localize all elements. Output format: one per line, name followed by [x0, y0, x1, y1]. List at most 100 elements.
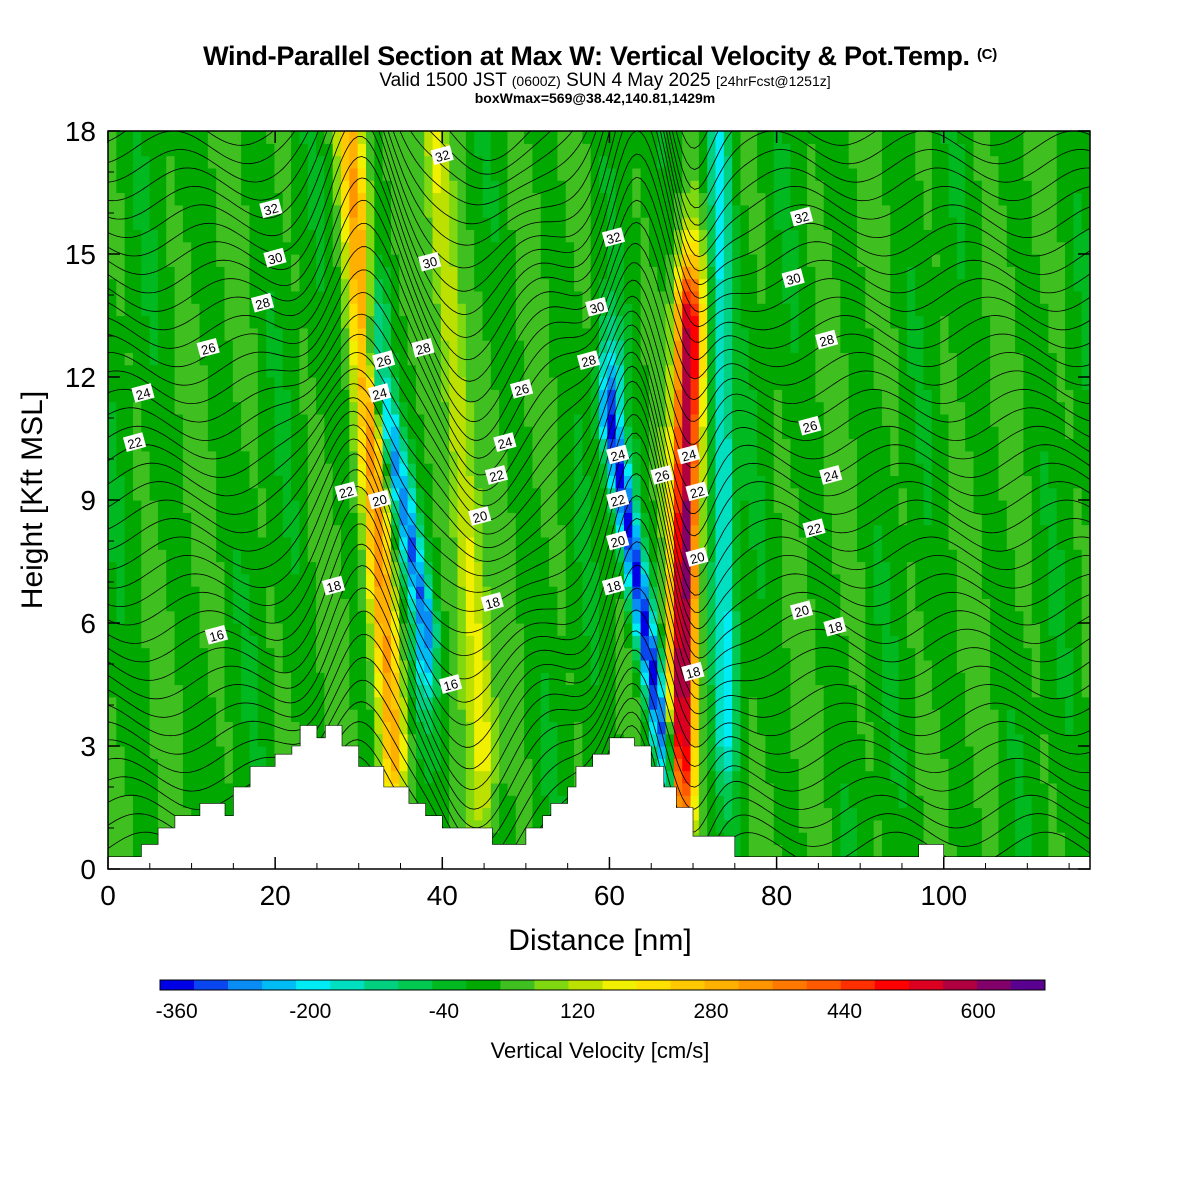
contour-label: 18: [823, 616, 847, 637]
contour-label-text: 18: [484, 594, 502, 612]
colorbar-tick-label: -40: [429, 1000, 459, 1023]
contour-label: 24: [367, 383, 392, 403]
contour-label: 18: [601, 575, 626, 596]
contour-label: 20: [606, 530, 630, 551]
contour-label-text: 24: [496, 434, 514, 452]
y-tick-label: 3: [80, 731, 96, 762]
theta-contour-line: [108, 587, 1090, 790]
colorbar-swatch: [840, 980, 876, 990]
colorbar-swatch: [908, 980, 944, 990]
contour-label-text: 20: [609, 532, 627, 550]
contour-labels: 32 32 30 28 26 24 22 30 28 26 24 22 20 18 16 26 24 22 20 18…: [122, 145, 847, 694]
theta-contour-line: [108, 131, 1090, 226]
contour-label-text: 18: [684, 664, 702, 682]
theta-contour-line: [108, 176, 1090, 382]
theta-contour-line: [108, 131, 1027, 190]
theta-contour-line: [108, 279, 1090, 476]
theta-contour-line: [108, 310, 1090, 507]
colorbar-swatch: [670, 980, 706, 990]
theta-contour-line: [108, 414, 1090, 613]
colorbar-swatch: [432, 980, 467, 990]
y-tick-label: 18: [65, 116, 96, 147]
contour-label: 32: [601, 227, 626, 247]
contour-label: 24: [677, 444, 701, 464]
contour-label: 24: [131, 383, 155, 403]
theta-contour-line: [108, 199, 1090, 403]
colorbar-tick-label: 120: [560, 1000, 595, 1023]
theta-contour-line: [108, 473, 1090, 680]
contour-label: 30: [418, 251, 442, 272]
contour-label-text: 22: [488, 467, 506, 485]
contour-label-text: 28: [580, 352, 598, 370]
colorbar-swatch: [330, 980, 365, 990]
theta-contour-line: [108, 262, 1090, 459]
contour-label-text: 26: [200, 340, 218, 358]
theta-contour-line: [108, 541, 1090, 748]
theta-contour-line: [108, 324, 1090, 521]
y-tick-label: 0: [80, 854, 96, 885]
theta-contour-line: [108, 432, 1090, 634]
contour-label-text: 30: [266, 249, 284, 267]
x-tick-label: 60: [594, 880, 625, 911]
contour-label: 30: [781, 268, 805, 288]
contour-label-text: 18: [605, 577, 623, 595]
contour-label-text: 18: [325, 577, 343, 595]
contour-label-text: 16: [208, 627, 226, 645]
theta-contour-line: [108, 131, 1090, 292]
contour-label: 30: [263, 247, 287, 268]
contour-label-text: 20: [793, 602, 811, 620]
y-tick-label: 6: [80, 608, 96, 639]
contour-label: 22: [334, 481, 358, 501]
theta-contour-line: [108, 131, 1090, 246]
contour-label: 24: [606, 444, 630, 464]
colorbar-swatch: [296, 980, 331, 990]
contour-label-text: 24: [822, 467, 840, 485]
contour-label-text: 24: [371, 385, 389, 403]
colorbar-swatch: [194, 980, 229, 990]
contour-label: 28: [814, 329, 839, 350]
contour-label-text: 32: [262, 200, 280, 218]
chart-subtitle: Valid 1500 JST (0600Z) SUN 4 May 2025 [2…: [379, 70, 831, 91]
contour-label: 24: [493, 432, 517, 452]
contour-label: 20: [468, 506, 492, 526]
contour-label: 18: [480, 592, 504, 612]
theta-contour-line: [108, 131, 1090, 269]
contour-label: 22: [122, 432, 147, 452]
theta-contour-line: [108, 630, 1090, 829]
contour-label-text: 30: [421, 254, 439, 272]
contour-label-text: 20: [371, 491, 389, 509]
colorbar-swatch: [874, 980, 910, 990]
colorbar-tick-label: 600: [961, 1000, 996, 1023]
y-tick-label: 15: [65, 239, 96, 270]
contour-label: 26: [372, 350, 396, 370]
contour-label: 18: [681, 661, 705, 682]
y-tick-label: 9: [80, 485, 96, 516]
contour-label-text: 26: [801, 418, 819, 436]
colorbar-swatch: [1010, 980, 1046, 990]
contour-label: 16: [204, 624, 229, 645]
contour-label: 28: [411, 337, 435, 358]
contour-label-text: 22: [609, 491, 627, 509]
contour-label: 30: [585, 296, 609, 317]
contour-label-text: 22: [805, 520, 823, 538]
contour-label: 32: [259, 198, 283, 218]
contour-label: 26: [196, 337, 220, 358]
theta-contour-line: [108, 517, 1090, 726]
colorbar-swatch: [398, 980, 433, 990]
contour-label-text: 32: [793, 208, 811, 226]
contour-label-text: 16: [442, 676, 460, 694]
colorbar-swatch: [228, 980, 263, 990]
contour-label: 26: [509, 378, 534, 399]
theta-contour-line: [108, 131, 1090, 338]
contour-label-text: 26: [653, 467, 671, 485]
contour-label: 18: [321, 575, 346, 596]
x-axis-label: Distance [nm]: [508, 924, 691, 957]
theta-contour-line: [108, 667, 1090, 863]
theta-contour-line: [108, 452, 1090, 657]
contour-label-text: 22: [337, 483, 355, 501]
colorbar-frame: [159, 979, 1046, 991]
contour-label: 22: [685, 481, 709, 501]
colorbar-swatch: [704, 980, 740, 990]
colorbar-swatch: [364, 980, 399, 990]
colorbar-label: Vertical Velocity [cm/s]: [491, 1038, 710, 1063]
